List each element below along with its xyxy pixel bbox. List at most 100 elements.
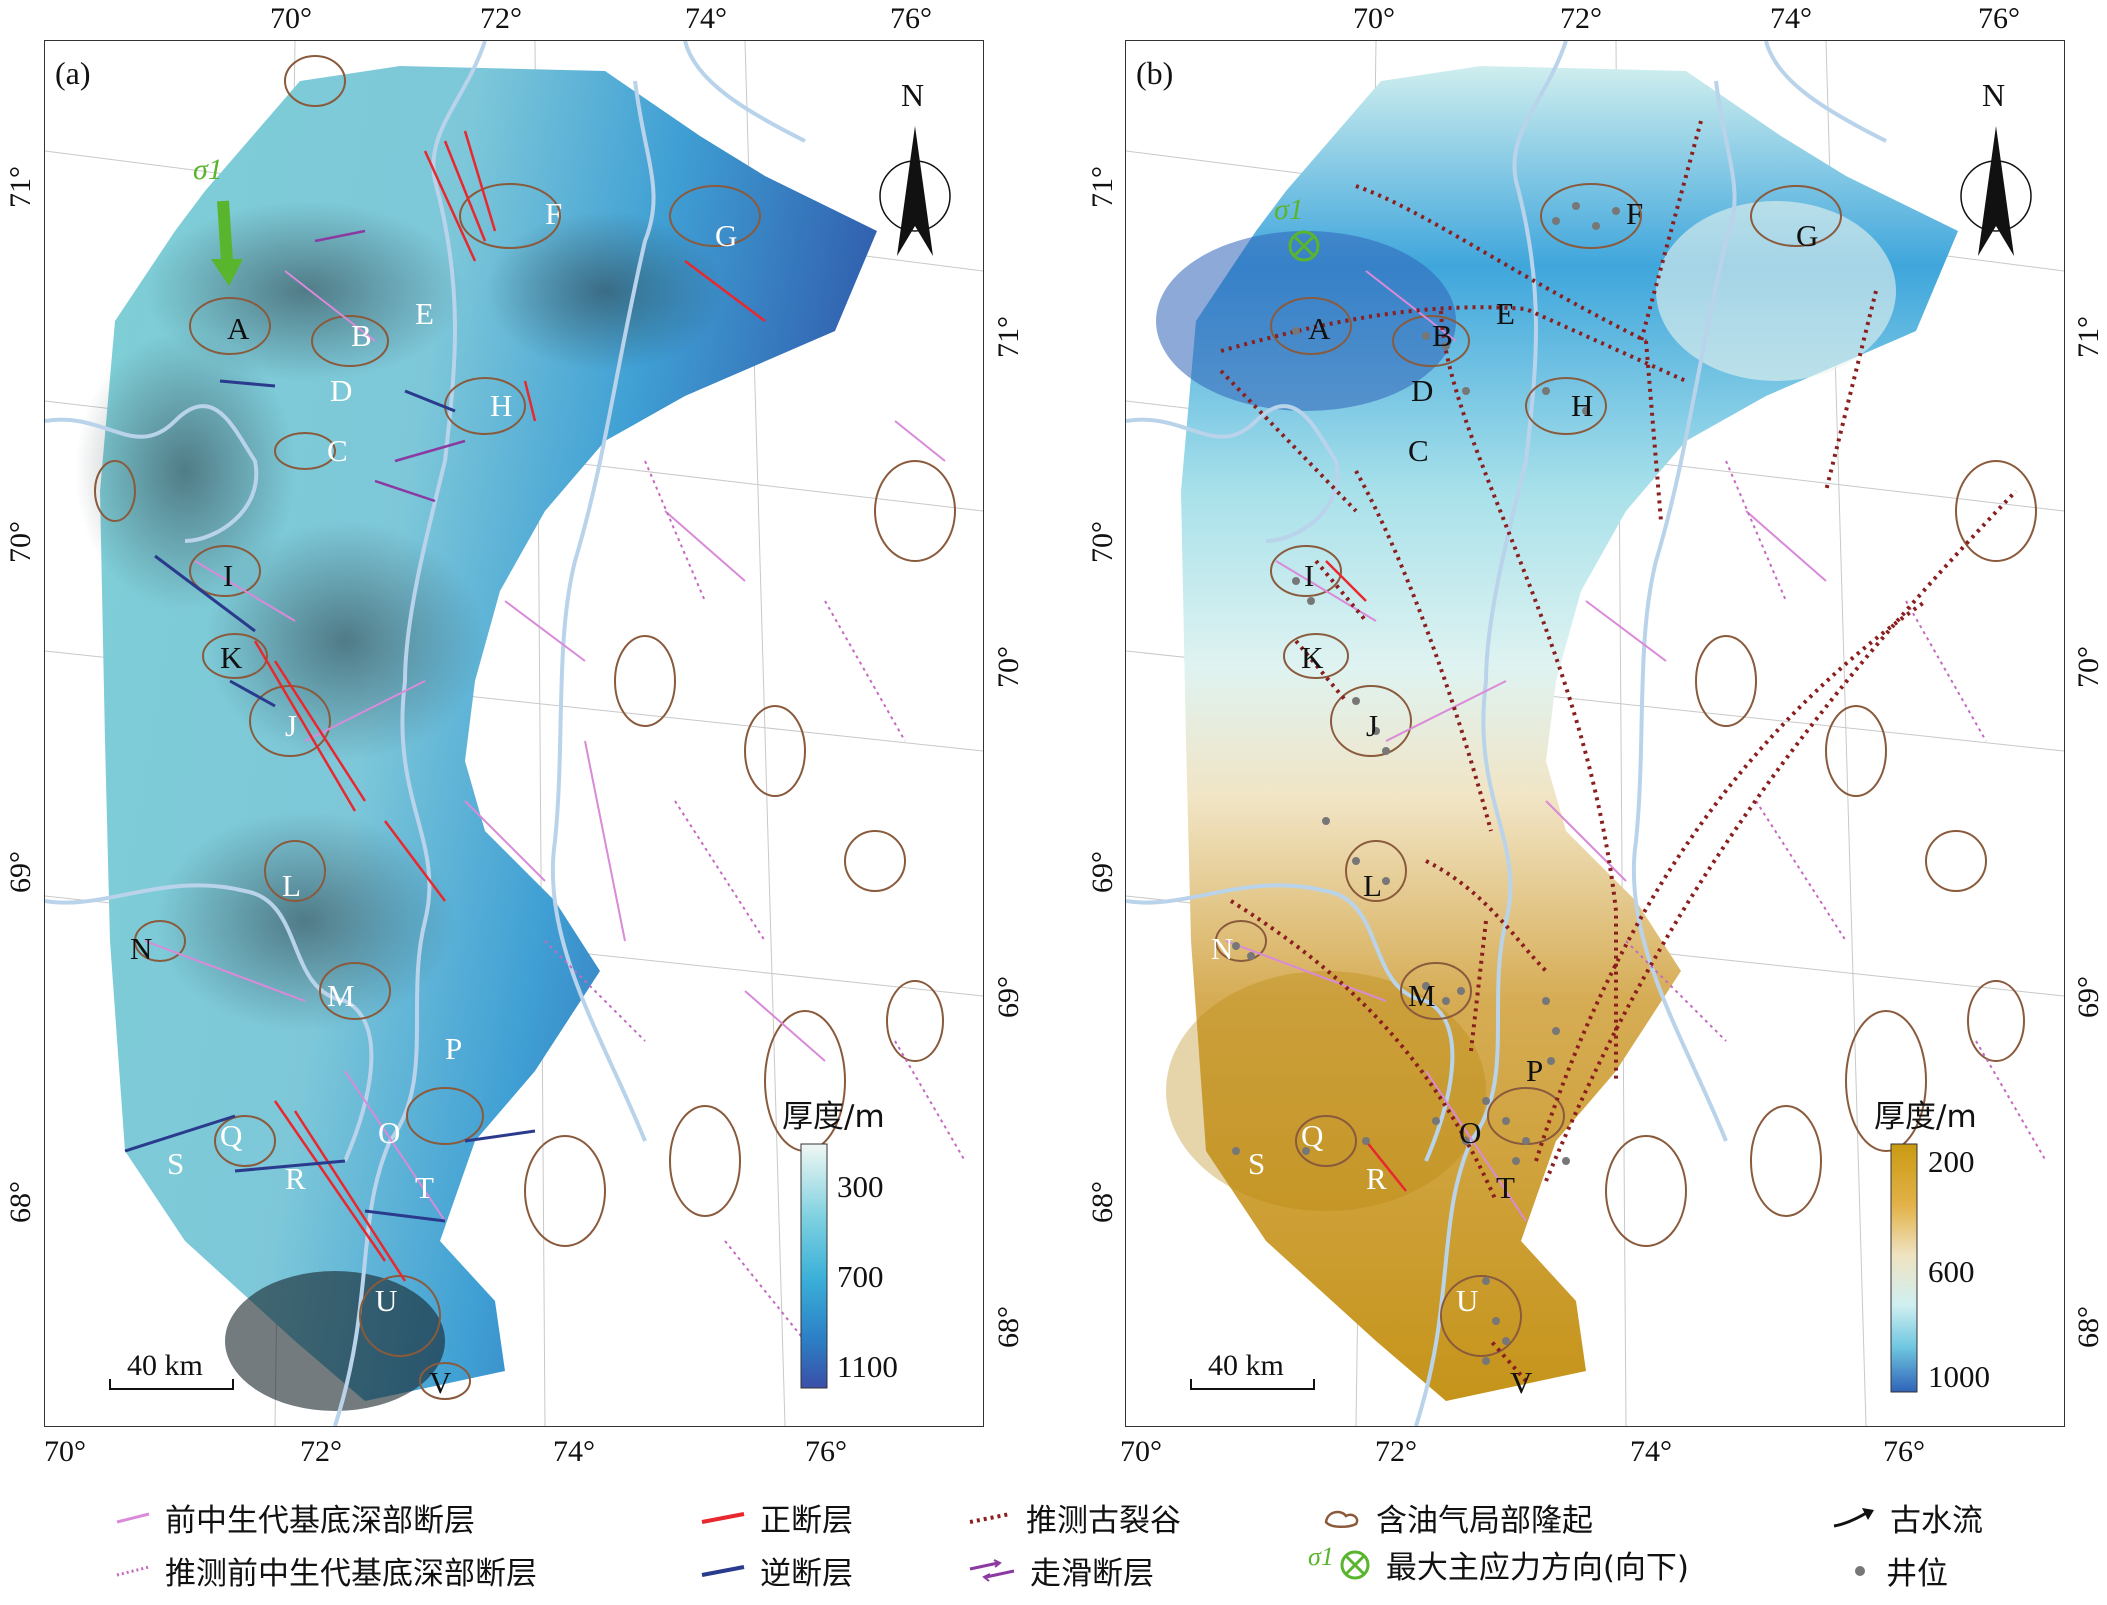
site-label: C (1408, 433, 1429, 468)
left-tick: 68° (4, 1181, 37, 1223)
right-tick: 70° (992, 646, 1025, 688)
sigma1-label: σ1 (1308, 1541, 1334, 1571)
right-tick: 69° (992, 976, 1025, 1018)
paleo-rifts (1219, 120, 2018, 1383)
north-arrow-icon (1960, 126, 2032, 256)
site-label: U (1456, 1283, 1478, 1318)
right-tick: 71° (2072, 316, 2105, 358)
bottom-tick: 76° (805, 1435, 847, 1468)
site-label: R (285, 1161, 306, 1196)
uplift-outline-icon (1324, 1510, 1359, 1528)
legend-item-paleo-flow: 古水流 (1832, 1495, 1983, 1540)
map-canvas-a: A B C D E F G H I J K L M N O P Q R S T … (45, 41, 983, 1426)
north-arrow-icon (879, 126, 951, 256)
site-label: J (285, 708, 297, 743)
site-label: M (1408, 978, 1436, 1013)
inferred-deep-fault-icon (116, 1565, 150, 1576)
site-label: M (327, 978, 355, 1013)
bottom-tick: 74° (1630, 1435, 1672, 1468)
site-label: B (1432, 318, 1453, 353)
rivers (45, 41, 806, 1426)
site-label: G (715, 218, 737, 253)
colorbar-b (1890, 1143, 1918, 1393)
scale-bar (109, 1379, 234, 1390)
top-tick: 76° (1978, 2, 2020, 35)
sigma1-down-icon (1288, 230, 1320, 262)
legend-item-deep-fault: 前中生代基底深部断层 (115, 1495, 475, 1540)
deep-faults (1225, 270, 1827, 1222)
site-label: T (415, 1170, 434, 1205)
site-label: A (227, 311, 250, 346)
well-dot-icon (1855, 1565, 1865, 1576)
left-tick: 70° (4, 521, 37, 563)
top-tick: 74° (1770, 2, 1812, 35)
north-label: N (1982, 77, 2006, 113)
site-label: S (167, 1146, 184, 1181)
legend-label: 前中生代基底深部断层 (165, 1503, 475, 1539)
bottom-tick: 70° (44, 1435, 86, 1468)
colorbar-a (800, 1143, 828, 1389)
sigma1-down-icon (1340, 1550, 1370, 1579)
site-label: L (282, 868, 301, 903)
panel-label: (a) (55, 55, 91, 91)
site-label: E (1496, 296, 1515, 331)
legend-label: 推测古裂谷 (1026, 1503, 1181, 1539)
colorbar-tick: 600 (1928, 1254, 1975, 1289)
scale-bar (1190, 1379, 1315, 1390)
legend-label: 推测前中生代基底深部断层 (165, 1556, 537, 1592)
legend-item-paleo-rift: 推测古裂谷 (968, 1495, 1181, 1540)
site-label: F (545, 196, 562, 231)
uplift-outlines (1215, 183, 2037, 1357)
right-tick: 68° (2072, 1306, 2105, 1348)
well-dots (1232, 202, 1620, 1365)
normal-faults (253, 130, 766, 1282)
top-tick: 72° (1560, 2, 1602, 35)
top-tick: 76° (890, 2, 932, 35)
left-tick: 69° (1086, 851, 1119, 893)
strike-slip-faults (314, 229, 466, 503)
sigma1-label: σ1 (193, 153, 223, 186)
site-label: O (1459, 1115, 1481, 1150)
scale-bar-label: 40 km (1208, 1349, 1284, 1382)
legend-label: 井位 (1886, 1556, 1948, 1592)
colorbar-tick: 700 (837, 1259, 884, 1294)
site-label: R (1366, 1161, 1387, 1196)
map-canvas-b: A B C D E F G H I J K L M N O P Q R S T … (1126, 41, 2064, 1426)
site-label: N (1211, 931, 1233, 966)
site-label: F (1626, 196, 1643, 231)
site-label: K (1301, 640, 1324, 675)
legend-item-strike-slip: 走滑断层 (968, 1548, 1154, 1593)
reverse-fault-icon (701, 1564, 745, 1577)
site-label: L (1363, 868, 1382, 903)
top-tick: 70° (1353, 2, 1395, 35)
colorbar-tick: 300 (837, 1169, 884, 1204)
paleo-flow-arrow-icon (1833, 1507, 1874, 1527)
panel-label: (b) (1136, 55, 1174, 91)
top-tick: 70° (270, 2, 312, 35)
strike-slip-icon (969, 1558, 1015, 1582)
legend-label: 古水流 (1890, 1503, 1983, 1539)
legend-label: 最大主应力方向(向下) (1385, 1550, 1690, 1586)
scale-bar-label: 40 km (127, 1349, 203, 1382)
site-labels-a: A B C D E F G H I J K L M N O P Q R S T … (130, 196, 737, 1400)
legend-label: 走滑断层 (1030, 1556, 1154, 1592)
legend-item-inferred-deep-fault: 推测前中生代基底深部断层 (115, 1548, 537, 1593)
site-label: G (1796, 218, 1818, 253)
site-label: J (1366, 708, 1378, 743)
site-label: U (375, 1283, 397, 1318)
normal-faults (1325, 560, 1407, 1192)
site-label: O (378, 1115, 400, 1150)
site-label: S (1248, 1146, 1265, 1181)
site-label: C (327, 433, 348, 468)
thickness-surface-a (100, 66, 877, 1401)
deep-faults (144, 270, 946, 1222)
site-label: Q (1301, 1118, 1323, 1153)
site-label: V (429, 1365, 452, 1400)
right-tick: 71° (992, 316, 1025, 358)
site-label: K (220, 640, 243, 675)
site-label: I (1304, 558, 1314, 593)
right-tick: 70° (2072, 646, 2105, 688)
legend-label: 逆断层 (760, 1556, 853, 1592)
top-tick: 72° (480, 2, 522, 35)
bottom-tick: 70° (1120, 1435, 1162, 1468)
